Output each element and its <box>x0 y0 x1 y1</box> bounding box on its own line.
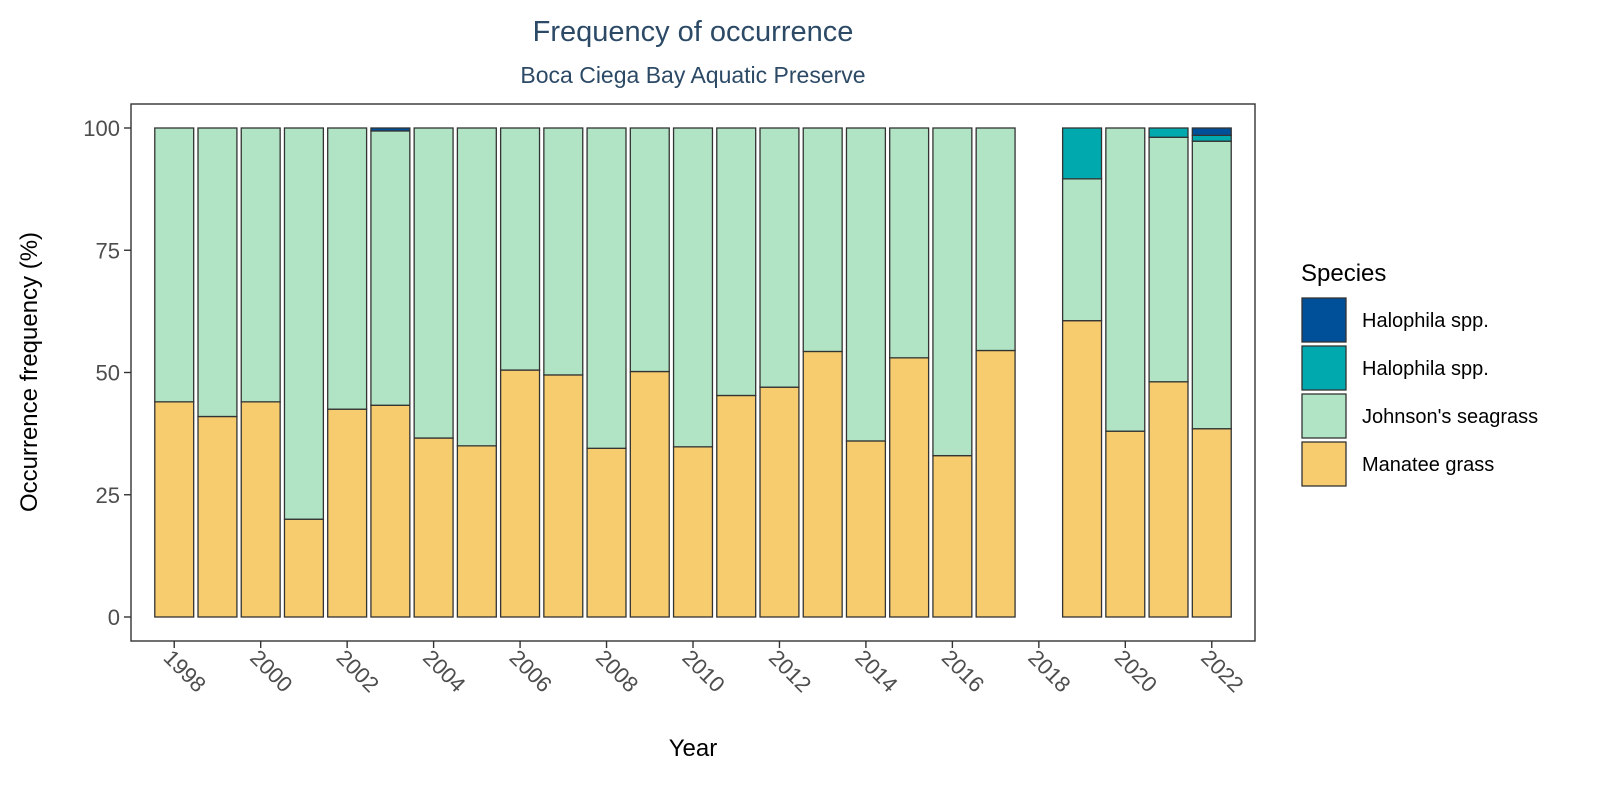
bar-segment-2019-s2 <box>1061 127 1103 180</box>
bar-segment-2010-s0 <box>672 446 714 618</box>
bar-segment-2004-s1 <box>413 127 454 439</box>
legend-title: Species <box>1301 260 1386 287</box>
x-tick-label: 2012 <box>764 645 816 697</box>
legend-label: Johnson's seagrass <box>1362 406 1538 428</box>
legend: Species Halophila spp. Halophila spp. John… <box>1301 260 1538 487</box>
legend-swatch <box>1301 345 1347 391</box>
legend-swatch <box>1301 393 1347 439</box>
bar-segment-2002-s1 <box>327 127 368 410</box>
bar-segment-2009-s1 <box>629 127 670 373</box>
bars-layer <box>154 127 1232 618</box>
x-tick-label: 2010 <box>677 645 729 697</box>
x-tick-label: 2006 <box>505 645 557 697</box>
x-tick-label: 2022 <box>1196 645 1248 697</box>
x-tick-label: 2000 <box>245 645 297 697</box>
bar-segment-2007-s0 <box>543 374 584 618</box>
y-tick-label: 0 <box>108 605 120 630</box>
bar-segment-2022-s0 <box>1191 428 1232 618</box>
bar-segment-2010-s1 <box>672 127 714 448</box>
bar-segment-2001-s0 <box>283 518 325 618</box>
bar-segment-2013-s1 <box>802 127 843 353</box>
bar-segment-2003-s3 <box>370 127 411 132</box>
bar-segment-2000-s1 <box>240 127 281 403</box>
legend-swatch <box>1301 297 1347 343</box>
bar-segment-2016-s1 <box>932 127 973 457</box>
x-tick-label: 2002 <box>332 645 384 697</box>
bar-segment-2003-s1 <box>370 130 411 406</box>
bar-segment-2004-s0 <box>413 437 454 618</box>
x-tick-label: 2018 <box>1023 645 1075 697</box>
bar-segment-2015-s1 <box>889 127 930 359</box>
y-tick-label: 50 <box>96 361 120 386</box>
y-tick-label: 100 <box>83 116 120 141</box>
legend-swatch <box>1301 441 1347 487</box>
bar-segment-2006-s0 <box>499 369 541 618</box>
bar-segment-2003-s0 <box>370 404 411 618</box>
y-axis-title: Occurrence frequency (%) <box>16 232 43 512</box>
bar-segment-2009-s0 <box>629 370 670 618</box>
bar-segment-2020-s1 <box>1105 127 1146 432</box>
bar-segment-2012-s0 <box>759 386 800 618</box>
bar-segment-1998-s1 <box>154 127 195 403</box>
y-tick-label: 25 <box>96 483 120 508</box>
x-axis: 1998 2000 2002 2004 2006 2008 2010 2012 2014 2016… <box>159 641 1249 697</box>
bar-segment-2011-s0 <box>716 394 757 618</box>
bar-segment-2015-s0 <box>889 357 930 618</box>
bar-segment-2016-s0 <box>932 454 973 618</box>
bar-segment-2022-s1 <box>1191 140 1232 430</box>
bar-segment-2013-s0 <box>802 350 843 618</box>
y-axis: 0 25 50 75 100 <box>83 116 131 630</box>
bar-segment-2020-s0 <box>1105 430 1146 618</box>
bar-segment-2008-s1 <box>586 127 627 449</box>
bar-segment-2021-s0 <box>1148 381 1189 618</box>
bar-segment-2014-s1 <box>845 127 887 442</box>
bar-segment-2022-s3 <box>1191 127 1232 136</box>
bar-segment-2012-s1 <box>759 127 800 388</box>
bar-segment-2005-s0 <box>456 445 497 618</box>
x-tick-label: 2004 <box>418 645 470 697</box>
bar-segment-2005-s1 <box>456 127 497 447</box>
x-tick-label: 2020 <box>1110 645 1162 697</box>
chart-subtitle: Boca Ciega Bay Aquatic Preserve <box>520 62 865 88</box>
bar-segment-2011-s1 <box>716 127 757 397</box>
bar-segment-2017-s1 <box>975 127 1016 352</box>
bar-segment-2002-s0 <box>327 408 368 618</box>
x-tick-label: 2014 <box>850 645 902 697</box>
bar-segment-2006-s1 <box>499 127 541 371</box>
x-tick-label: 2016 <box>937 645 989 697</box>
x-axis-title: Year <box>669 735 718 762</box>
x-tick-label: 2008 <box>591 645 643 697</box>
x-tick-label: 1998 <box>159 645 211 697</box>
legend-label: Halophila spp. <box>1362 358 1489 380</box>
bar-segment-1998-s0 <box>154 401 195 618</box>
bar-segment-2019-s1 <box>1061 178 1103 322</box>
bar-segment-2019-s0 <box>1061 320 1103 618</box>
bar-segment-2008-s0 <box>586 447 627 618</box>
bar-segment-2021-s1 <box>1148 136 1189 383</box>
bar-segment-2021-s2 <box>1148 127 1189 138</box>
bar-segment-1999-s0 <box>197 415 238 618</box>
bar-segment-1999-s1 <box>197 127 238 418</box>
bar-segment-2017-s0 <box>975 349 1016 618</box>
chart-title: Frequency of occurrence <box>533 16 854 48</box>
bar-segment-2014-s0 <box>845 440 887 618</box>
bar-segment-2000-s0 <box>240 401 281 618</box>
bar-segment-2022-s2 <box>1191 134 1232 142</box>
legend-label: Halophila spp. <box>1362 310 1489 332</box>
y-tick-label: 75 <box>96 238 120 263</box>
bar-segment-2007-s1 <box>543 127 584 376</box>
legend-label: Manatee grass <box>1362 454 1494 476</box>
bar-segment-2001-s1 <box>283 127 325 520</box>
